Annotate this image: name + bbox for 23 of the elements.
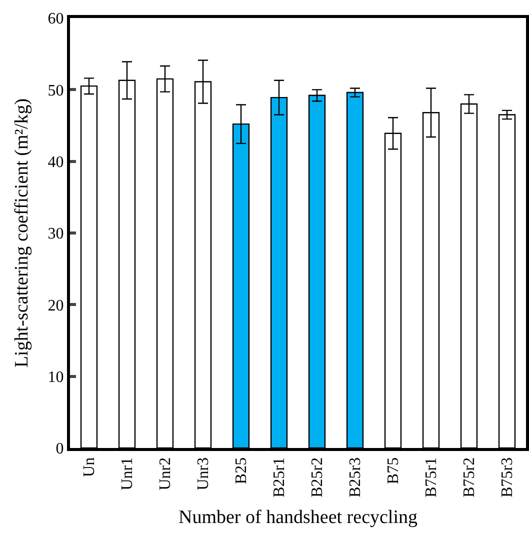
x-tick-label: B25r2 (309, 457, 326, 498)
x-tick-label: B75 (385, 457, 402, 484)
x-tick-label: Unr3 (195, 457, 212, 490)
x-tick-label: Unr2 (157, 457, 174, 490)
y-tick-label: 60 (48, 10, 64, 28)
bar (346, 92, 364, 448)
x-tick-label: Un (81, 457, 98, 477)
x-tick-label: B75r3 (499, 457, 516, 498)
x-tick-label: B25 (233, 457, 250, 484)
x-tick-label: B25r3 (347, 457, 364, 498)
x-tick-label: B75r1 (423, 457, 440, 498)
y-tick-label: 30 (48, 226, 64, 243)
y-tick-label: 40 (48, 154, 64, 171)
x-tick-label: B25r1 (271, 457, 288, 498)
y-tick-label: 50 (48, 82, 64, 100)
bar (498, 114, 516, 448)
y-tick-label: 20 (48, 297, 64, 314)
x-tick-label: B75r2 (461, 457, 478, 498)
x-axis-title: Number of handsheet recycling (178, 507, 418, 528)
y-axis-title: Light-scattering coefficient (m²/kg) (12, 98, 33, 368)
y-tick-label: 10 (48, 368, 64, 386)
x-tick-label: Unr1 (119, 457, 136, 490)
y-tick-label: 0 (56, 440, 64, 458)
